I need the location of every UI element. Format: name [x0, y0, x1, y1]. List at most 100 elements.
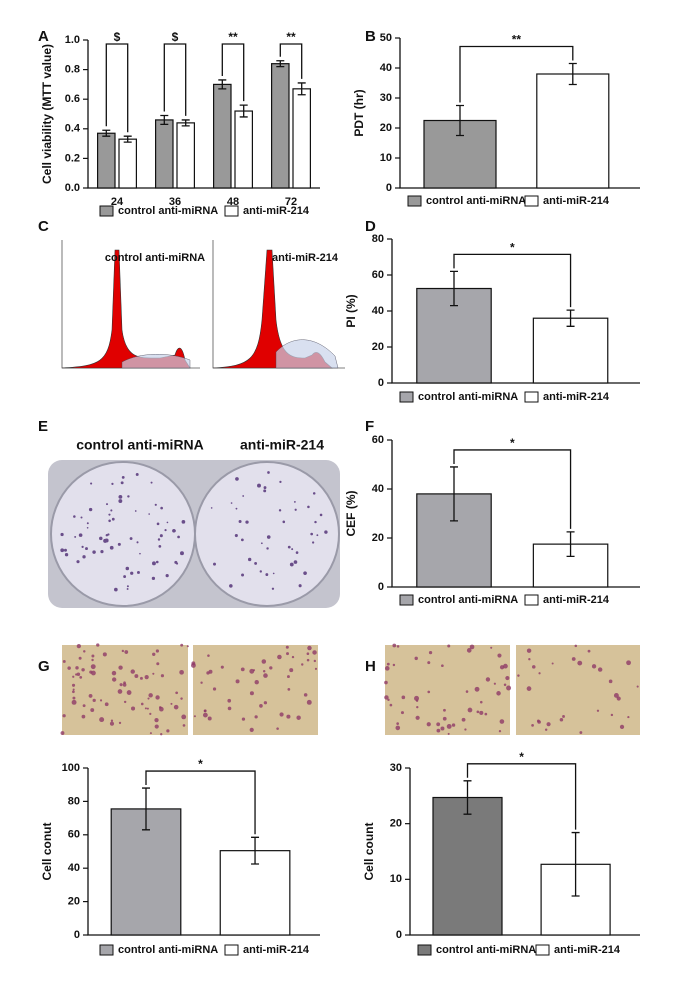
cell-dot: [313, 659, 317, 663]
colony-dot: [324, 530, 328, 534]
colony-dot: [293, 560, 298, 564]
cell-dot: [126, 690, 132, 695]
cell-dot: [154, 724, 159, 729]
colony-dot: [238, 519, 242, 523]
cell-dot: [155, 649, 159, 653]
cell-dot: [134, 674, 139, 679]
cell-dot: [544, 728, 548, 731]
cell-dot: [156, 662, 160, 666]
histogram-peaks: [61, 249, 191, 369]
cell-dot: [179, 669, 184, 675]
cell-dot: [277, 654, 282, 660]
cell-dot: [559, 717, 564, 722]
cell-dot: [562, 715, 565, 718]
cell-dot: [503, 663, 508, 669]
cell-dot: [479, 700, 483, 704]
colony-dot: [110, 509, 113, 512]
y-tick-label: 0: [386, 182, 392, 194]
colony-dot: [180, 551, 184, 556]
error-bar: [276, 60, 285, 68]
cell-dot: [287, 675, 290, 679]
colony-dot: [282, 520, 286, 524]
y-tick-label: 20: [372, 341, 384, 353]
y-tick-label: 80: [68, 795, 80, 807]
cell-dot: [490, 646, 493, 649]
colony-dot: [257, 483, 261, 488]
cell-dot: [82, 704, 86, 708]
cell-dot: [587, 649, 591, 653]
significance-label: *: [510, 436, 515, 450]
cell-dot: [608, 679, 613, 684]
cell-dot: [76, 672, 81, 677]
cell-dot: [152, 652, 156, 656]
y-tick-label: 60: [372, 434, 384, 446]
cell-dot: [626, 660, 631, 666]
cell-dot: [416, 705, 419, 709]
cell-dot: [99, 717, 105, 723]
colony-dot: [120, 481, 124, 485]
cell-dot: [166, 729, 170, 733]
flow-cytometry: C control anti-miRNA anti-miR-214: [38, 218, 345, 369]
colony-dot: [92, 550, 96, 554]
transwell-photos: [60, 643, 640, 736]
colony-dot: [151, 576, 156, 581]
colony-dot: [278, 509, 282, 512]
colony-dot: [312, 492, 316, 495]
cell-dot: [400, 711, 404, 715]
bar: [271, 63, 290, 189]
cell-dot: [384, 666, 390, 671]
error-bar: [450, 466, 458, 522]
colony-photo: E control anti-miRNA anti-miR-214: [38, 418, 340, 608]
cell-dot: [285, 645, 289, 649]
cell-dot: [571, 657, 576, 661]
x-tick-label: 48: [227, 196, 239, 208]
colony-dot: [155, 560, 159, 564]
bar: [219, 850, 291, 936]
cell-dot: [203, 709, 207, 713]
cell-dot: [474, 686, 480, 692]
colony-dot: [60, 532, 64, 537]
significance-bracket: [145, 770, 256, 835]
cell-dot: [146, 707, 149, 710]
cell-dot: [263, 673, 268, 678]
legend-label: control anti-miRNA: [118, 944, 218, 956]
cell-dot: [493, 682, 496, 685]
panel-label: H: [365, 658, 376, 675]
legend-label: anti-miR-214: [543, 195, 610, 207]
colony-dot: [245, 520, 249, 524]
cell-dot: [597, 667, 603, 672]
significance-label: $: [172, 30, 179, 44]
colony-dot: [271, 587, 275, 590]
cell-dot: [499, 665, 505, 670]
cell-dot: [83, 650, 86, 653]
cell-dot: [291, 655, 295, 659]
colony-dot: [109, 545, 114, 550]
cell-dot: [160, 733, 163, 736]
cell-dot: [447, 644, 451, 648]
cell-dot: [252, 669, 256, 672]
cell-dot: [538, 672, 541, 675]
cell-dot: [249, 727, 254, 732]
legend-label: control anti-miRNA: [118, 205, 218, 217]
cell-dot: [118, 665, 123, 670]
cell-dot: [154, 718, 159, 723]
y-tick-label: 20: [390, 818, 402, 830]
cell-dot: [551, 662, 554, 665]
cell-dot: [499, 719, 505, 724]
colony-dot: [310, 532, 314, 536]
cell-dot: [202, 712, 208, 718]
cell-dot: [451, 723, 456, 727]
cell-dot: [506, 685, 512, 691]
cell-dot: [616, 696, 621, 701]
significance-bracket: [453, 449, 572, 529]
y-tick-label: 100: [62, 762, 80, 774]
cell-dot: [200, 681, 203, 684]
cell-dot: [306, 658, 310, 662]
y-tick-label: 50: [380, 32, 392, 44]
cell-dot: [180, 643, 184, 647]
cell-dot: [78, 656, 82, 660]
histogram-fit: [121, 354, 191, 369]
cell-dot: [414, 695, 420, 701]
colony-dot: [64, 553, 69, 557]
cell-dot: [528, 658, 531, 661]
